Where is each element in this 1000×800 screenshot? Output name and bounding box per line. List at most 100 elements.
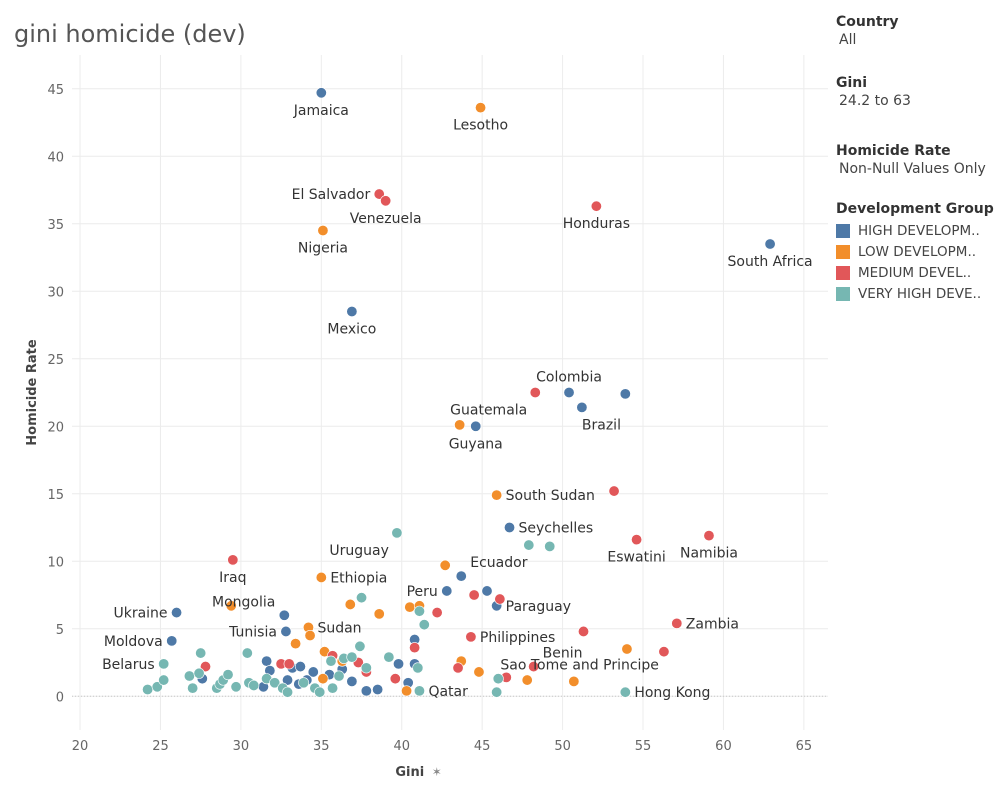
data-point <box>401 685 413 697</box>
data-point <box>290 638 302 650</box>
data-point <box>344 598 356 610</box>
data-point <box>544 540 556 552</box>
data-label: Eswatini <box>607 550 665 566</box>
data-point <box>372 683 384 695</box>
data-label: Peru <box>407 584 438 600</box>
data-point <box>473 666 485 678</box>
data-point <box>280 625 292 637</box>
legend-item[interactable]: MEDIUM DEVEL.. <box>836 262 996 283</box>
data-point <box>195 647 207 659</box>
y-axis-label: Homicide Rate <box>25 339 40 446</box>
data-point <box>703 530 715 542</box>
data-point <box>304 629 316 641</box>
data-point <box>504 521 516 533</box>
data-label: Zambia <box>686 616 739 632</box>
data-point <box>563 386 575 398</box>
data-point <box>354 640 366 652</box>
data-point <box>298 677 310 689</box>
data-label: Paraguay <box>506 599 571 615</box>
data-point <box>671 617 683 629</box>
data-point <box>481 585 493 597</box>
data-point <box>248 679 260 691</box>
data-point <box>193 667 205 679</box>
x-tick-label: 40 <box>393 739 410 754</box>
filter-homicide-rate[interactable]: Homicide Rate Non-Null Values Only <box>836 143 996 177</box>
data-point <box>373 188 385 200</box>
data-point <box>529 386 541 398</box>
data-point <box>158 658 170 670</box>
data-label: Philippines <box>480 630 555 646</box>
data-point <box>578 625 590 637</box>
data-point <box>413 685 425 697</box>
filter-value: Non-Null Values Only <box>839 161 986 177</box>
x-tick-label: 35 <box>313 739 330 754</box>
data-point <box>470 420 482 432</box>
data-point <box>356 592 368 604</box>
data-point <box>346 305 358 317</box>
data-point <box>282 674 294 686</box>
data-point <box>222 669 234 681</box>
legend-item[interactable]: LOW DEVELOPM.. <box>836 241 996 262</box>
data-label: Nigeria <box>298 241 348 257</box>
data-point <box>383 651 395 663</box>
data-point <box>404 601 416 613</box>
data-point <box>391 527 403 539</box>
x-tick-label: 20 <box>72 739 89 754</box>
data-point <box>619 388 631 400</box>
data-point <box>317 225 329 237</box>
data-point <box>389 673 401 685</box>
y-tick-label: 25 <box>47 353 64 368</box>
legend-item[interactable]: VERY HIGH DEVE.. <box>836 283 996 304</box>
data-point <box>187 682 199 694</box>
data-point <box>142 683 154 695</box>
data-label: Belarus <box>102 657 155 673</box>
data-point <box>576 401 588 413</box>
data-point <box>158 674 170 686</box>
data-label: South Sudan <box>506 488 595 504</box>
data-point <box>452 662 464 674</box>
data-point <box>346 675 358 687</box>
y-tick-label: 30 <box>47 285 64 300</box>
data-point <box>325 655 337 667</box>
data-point <box>431 607 443 619</box>
legend-label: VERY HIGH DEVE.. <box>858 285 982 302</box>
x-tick-label: 50 <box>554 739 571 754</box>
data-point <box>393 658 405 670</box>
y-tick-label: 15 <box>47 488 64 503</box>
data-point <box>764 238 776 250</box>
data-label: Ecuador <box>470 555 527 571</box>
data-point <box>409 642 421 654</box>
x-tick-label: 60 <box>715 739 732 754</box>
data-label: Mongolia <box>212 594 275 610</box>
y-tick-label: 45 <box>47 83 64 98</box>
data-point <box>278 609 290 621</box>
data-point <box>455 570 467 582</box>
data-point <box>166 635 178 647</box>
data-point <box>528 661 540 673</box>
filter-gini[interactable]: Gini 24.2 to 63 <box>836 75 996 109</box>
filter-country[interactable]: Country All <box>836 14 996 48</box>
data-point <box>241 647 253 659</box>
data-point <box>333 670 345 682</box>
chart-title: gini homicide (dev) <box>14 20 246 48</box>
data-point <box>282 686 294 698</box>
data-label: El Salvador <box>292 187 371 203</box>
x-tick-label: 45 <box>474 739 491 754</box>
data-label: Namibia <box>680 546 738 562</box>
data-label: Iraq <box>219 570 246 586</box>
data-point <box>151 681 163 693</box>
legend-item[interactable]: HIGH DEVELOPM.. <box>836 220 996 241</box>
data-label: Moldova <box>104 634 163 650</box>
data-label: Ethiopia <box>330 570 387 586</box>
legend-swatch <box>836 286 850 301</box>
data-point <box>346 651 358 663</box>
data-label: Qatar <box>428 684 468 700</box>
data-label: Venezuela <box>350 211 422 227</box>
data-point <box>608 485 620 497</box>
data-label: Lesotho <box>453 118 508 134</box>
data-label: Uruguay <box>329 543 389 559</box>
data-point <box>200 661 212 673</box>
data-point <box>521 674 533 686</box>
data-label: Tunisia <box>228 624 277 640</box>
data-label: Guatemala <box>450 403 527 419</box>
